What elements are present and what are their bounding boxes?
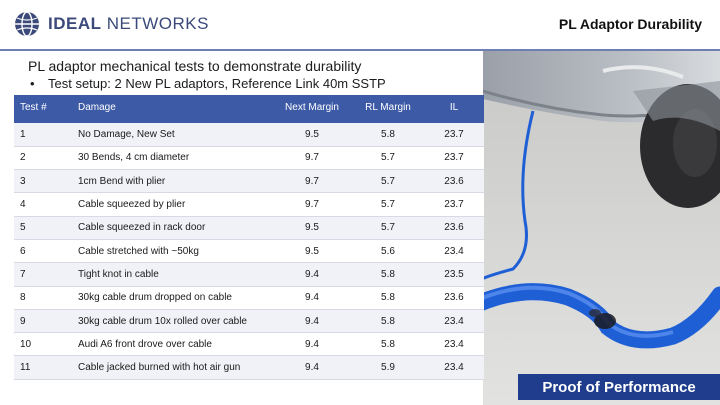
car-wheel-over-cable-illustration [483, 51, 720, 405]
next-margin-value: 9.5 [272, 216, 352, 240]
next-margin-value: 9.4 [272, 355, 352, 380]
damage-description: 30 Bends, 4 cm diameter [72, 146, 272, 171]
slide-title: PL Adaptor Durability [558, 16, 702, 32]
test-number: 11 [14, 355, 72, 380]
test-number: 8 [14, 286, 72, 310]
table-row: 3 1cm Bend with plier 9.7 5.7 23.6 [14, 169, 484, 194]
il-value: 23.6 [424, 169, 484, 194]
next-margin-value: 9.4 [272, 286, 352, 310]
test-number: 1 [14, 123, 72, 147]
damage-description: 30kg cable drum dropped on cable [72, 286, 272, 310]
column-header-next-margin: Next Margin [272, 95, 352, 123]
rl-margin-value: 5.8 [352, 286, 424, 310]
damage-description: Cable stretched with ~50kg [72, 239, 272, 264]
rl-margin-value: 5.8 [352, 262, 424, 287]
header-divider [0, 49, 720, 51]
damage-description: Cable jacked burned with hot air gun [72, 355, 272, 380]
damage-description: No Damage, New Set [72, 123, 272, 147]
test-number: 4 [14, 192, 72, 217]
test-number: 7 [14, 262, 72, 287]
rl-margin-value: 5.7 [352, 146, 424, 171]
test-number: 5 [14, 216, 72, 240]
rl-margin-value: 5.7 [352, 192, 424, 217]
il-value: 23.7 [424, 192, 484, 217]
damage-description: Cable squeezed by plier [72, 192, 272, 217]
table-row: 6 Cable stretched with ~50kg 9.5 5.6 23.4 [14, 239, 484, 264]
test-number: 3 [14, 169, 72, 194]
next-margin-value: 9.7 [272, 146, 352, 171]
il-value: 23.7 [424, 146, 484, 171]
il-value: 23.7 [424, 123, 484, 147]
il-value: 23.4 [424, 332, 484, 357]
next-margin-value: 9.5 [272, 123, 352, 147]
damage-description: Tight knot in cable [72, 262, 272, 287]
table-row: 2 30 Bends, 4 cm diameter 9.7 5.7 23.7 [14, 146, 484, 171]
table-row: 11 Cable jacked burned with hot air gun 9.… [14, 355, 484, 380]
damage-description: Cable squeezed in rack door [72, 216, 272, 240]
rl-margin-value: 5.7 [352, 169, 424, 194]
globe-logo-icon [15, 11, 39, 37]
table-row: 9 30kg cable drum 10x rolled over cable 9.… [14, 309, 484, 334]
test-number: 9 [14, 309, 72, 334]
table-row: 4 Cable squeezed by plier 9.7 5.7 23.7 [14, 192, 484, 217]
il-value: 23.4 [424, 355, 484, 380]
il-value: 23.6 [424, 286, 484, 310]
rl-margin-value: 5.9 [352, 355, 424, 380]
table-row: 10 Audi A6 front drove over cable 9.4 5.8 23… [14, 332, 484, 357]
il-value: 23.5 [424, 262, 484, 287]
rl-margin-value: 5.7 [352, 216, 424, 240]
company-logo: IDEAL NETWORKS [14, 11, 209, 37]
il-value: 23.6 [424, 216, 484, 240]
intro-bullet: • Test setup: 2 New PL adaptors, Referenc… [30, 76, 386, 92]
proof-of-performance-banner: Proof of Performance [518, 374, 720, 400]
bullet-symbol: • [30, 76, 35, 91]
rl-margin-value: 5.8 [352, 309, 424, 334]
table-row: 8 30kg cable drum dropped on cable 9.4 5.8 2… [14, 286, 484, 310]
il-value: 23.4 [424, 309, 484, 334]
test-number: 10 [14, 332, 72, 357]
cable-shape [483, 110, 535, 280]
next-margin-value: 9.4 [272, 262, 352, 287]
column-header-damage: Damage [72, 95, 272, 123]
il-value: 23.4 [424, 239, 484, 264]
test-number: 2 [14, 146, 72, 171]
intro-heading: PL adaptor mechanical tests to demonstra… [28, 58, 362, 74]
brand-bold: IDEAL [48, 14, 102, 33]
column-header-rl-margin: RL Margin [352, 95, 424, 123]
test-number: 6 [14, 239, 72, 264]
header-bar: IDEAL NETWORKS PL Adaptor Durability [0, 0, 720, 50]
damage-description: 1cm Bend with plier [72, 169, 272, 194]
rl-margin-value: 5.8 [352, 332, 424, 357]
bullet-text: Test setup: 2 New PL adaptors, Reference… [48, 76, 386, 91]
next-margin-value: 9.4 [272, 332, 352, 357]
brand-light: NETWORKS [101, 14, 209, 33]
table-header-row: Test # Damage Next Margin RL Margin IL [14, 95, 484, 123]
table-row: 7 Tight knot in cable 9.4 5.8 23.5 [14, 262, 484, 287]
column-header-test: Test # [14, 95, 72, 123]
next-margin-value: 9.7 [272, 192, 352, 217]
next-margin-value: 9.5 [272, 239, 352, 264]
table-row: 5 Cable squeezed in rack door 9.5 5.7 23.6 [14, 216, 484, 240]
next-margin-value: 9.7 [272, 169, 352, 194]
damage-description: Audi A6 front drove over cable [72, 332, 272, 357]
column-header-il: IL [424, 95, 484, 123]
rl-margin-value: 5.8 [352, 123, 424, 147]
cable-photo [483, 51, 720, 405]
brand-name: IDEAL NETWORKS [48, 14, 209, 34]
table-row: 1 No Damage, New Set 9.5 5.8 23.7 [14, 123, 484, 147]
results-table: Test # Damage Next Margin RL Margin IL 1… [14, 95, 484, 380]
damage-description: 30kg cable drum 10x rolled over cable [72, 309, 272, 334]
rl-margin-value: 5.6 [352, 239, 424, 264]
next-margin-value: 9.4 [272, 309, 352, 334]
